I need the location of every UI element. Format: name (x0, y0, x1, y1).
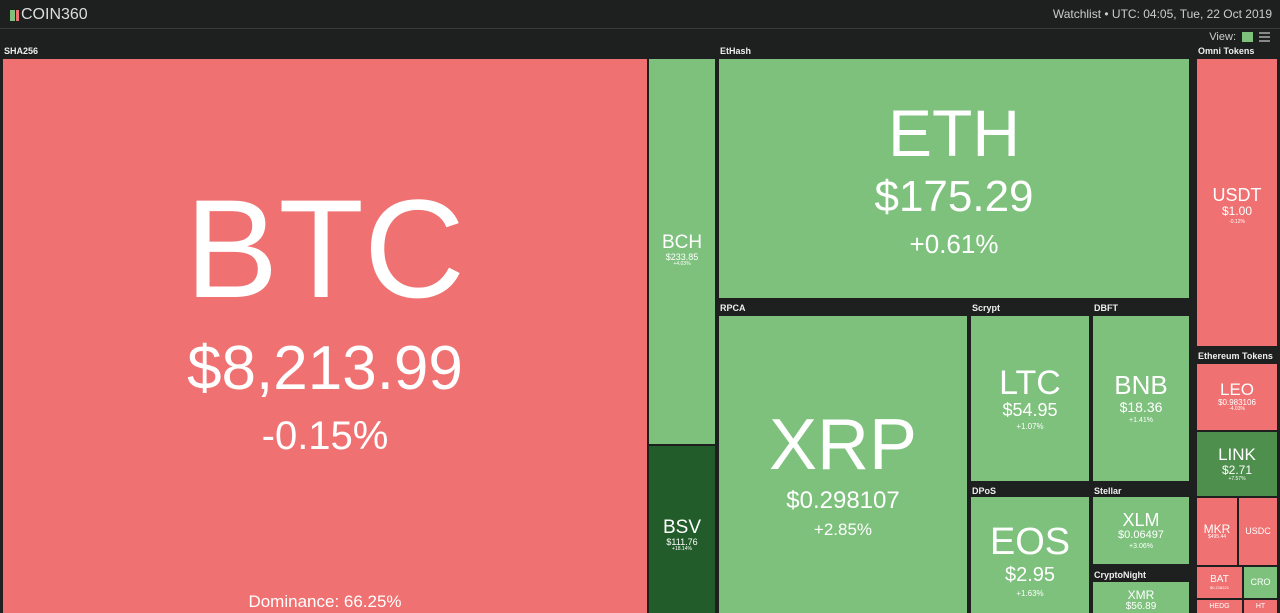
group-label-stellar: Stellar (1094, 486, 1122, 496)
symbol: LEO (1219, 380, 1255, 400)
tile-leo[interactable]: LEO $0.983106 -4.03% (1197, 364, 1277, 430)
price: $2.71 (1221, 463, 1253, 477)
symbol: BSV (662, 517, 702, 538)
tile-bnb[interactable]: BNB $18.36 +1.41% (1093, 316, 1189, 481)
treemap-view-icon[interactable] (1242, 32, 1253, 42)
tile-bsv[interactable]: BSV $111.76 +18.14% (649, 446, 715, 613)
price: $111.76 (666, 536, 698, 547)
symbol: CRO (1250, 576, 1271, 587)
symbol: USDT (1212, 185, 1262, 206)
coin360-logo[interactable]: COIN360 (10, 6, 88, 24)
change: +0.61% (909, 228, 999, 259)
change: -0.15% (261, 414, 389, 459)
group-label-scrypt: Scrypt (972, 303, 1001, 313)
group-label-ethereum-tokens: Ethereum Tokens (1198, 351, 1273, 361)
symbol: XLM (1122, 509, 1160, 530)
change: +1.41% (1129, 417, 1153, 425)
change: +1.07% (1016, 422, 1044, 432)
symbol: USDC (1245, 525, 1271, 536)
change: -4.03% (1229, 406, 1245, 413)
logo-text: COIN360 (21, 6, 88, 23)
price: $495.44 (1207, 534, 1227, 541)
symbol: LTC (999, 363, 1061, 402)
price: $1.00 (1221, 204, 1253, 219)
watchlist-status[interactable]: Watchlist • UTC: 04:05, Tue, 22 Oct 2019 (1052, 7, 1272, 21)
price: $8,213.99 (187, 333, 463, 403)
logo-green-bar-icon (10, 9, 15, 21)
tile-usdt[interactable]: USDT $1.00 -0.12% (1197, 59, 1277, 346)
tile-link[interactable]: LINK $2.71 +7.57% (1197, 432, 1277, 496)
change: +3.06% (1129, 543, 1153, 551)
symbol: BTC (185, 169, 465, 327)
symbol: XRP (768, 405, 918, 485)
price: $0.218221 (1210, 584, 1229, 590)
price: $0.983106 (1218, 398, 1256, 408)
price: $56.89 (1125, 600, 1157, 612)
tile-ht[interactable]: HT (1244, 600, 1277, 613)
tile-mkr[interactable]: MKR $495.44 (1197, 498, 1237, 565)
symbol: MKR (1203, 521, 1231, 536)
tile-ltc[interactable]: LTC $54.95 +1.07% (971, 316, 1089, 481)
change: -0.12% (1229, 218, 1245, 225)
tile-usdc[interactable]: USDC (1239, 498, 1277, 565)
symbol: BNB (1114, 370, 1168, 401)
group-label-cryptonight: CryptoNight (1094, 570, 1146, 580)
top-bar: COIN360 Watchlist • UTC: 04:05, Tue, 22 … (0, 0, 1280, 29)
tile-xrp[interactable]: XRP $0.298107 +2.85% (719, 316, 967, 613)
symbol: XMR (1127, 588, 1155, 602)
dominance: Dominance: 66.25% (248, 592, 402, 612)
group-label-rpca: RPCA (720, 303, 746, 313)
change: +1.63% (1016, 588, 1044, 598)
group-label-dpos: DPoS (972, 486, 997, 496)
tile-eos[interactable]: EOS $2.95 +1.63% (971, 497, 1089, 613)
tile-bch[interactable]: BCH $233.85 +4.03% (649, 59, 715, 444)
symbol: EOS (989, 521, 1071, 563)
symbol: LINK (1218, 445, 1256, 465)
tile-xlm[interactable]: XLM $0.06497 +3.06% (1093, 497, 1189, 564)
change: +7.57% (1228, 475, 1246, 482)
symbol: BCH (661, 232, 703, 253)
group-label-omni: Omni Tokens (1198, 46, 1255, 56)
change: +4.03% (673, 261, 691, 268)
price: $175.29 (874, 172, 1034, 222)
price: $0.298107 (786, 486, 900, 514)
view-label: View: (1209, 31, 1236, 43)
group-label-ethash: EtHash (720, 46, 752, 56)
price: $2.95 (1004, 563, 1056, 586)
change: +18.14% (672, 546, 692, 553)
price: $233.85 (665, 251, 699, 262)
symbol: HT (1255, 602, 1266, 610)
list-view-icon[interactable] (1259, 32, 1270, 42)
group-label-dbft: DBFT (1094, 303, 1118, 313)
tile-cro[interactable]: CRO (1244, 567, 1277, 598)
price: $54.95 (1002, 400, 1058, 421)
symbol: BAT (1210, 574, 1229, 586)
tile-btc[interactable]: BTC $8,213.99 -0.15% Dominance: 66.25% (3, 59, 647, 613)
group-label-sha256: SHA256 (4, 46, 39, 56)
symbol: HEDG (1209, 602, 1230, 610)
tile-hedg[interactable]: HEDG (1197, 600, 1242, 613)
symbol: ETH (888, 96, 1020, 171)
price: $18.36 (1119, 398, 1163, 415)
logo-red-bar-icon (16, 9, 19, 21)
view-switcher: View: (1209, 31, 1270, 43)
tile-bat[interactable]: BAT $0.218221 (1197, 567, 1242, 598)
price: $0.06497 (1118, 528, 1164, 541)
tile-xmr[interactable]: XMR $56.89 (1093, 582, 1189, 613)
change: +2.85% (813, 519, 873, 539)
tile-eth[interactable]: ETH $175.29 +0.61% (719, 59, 1189, 298)
